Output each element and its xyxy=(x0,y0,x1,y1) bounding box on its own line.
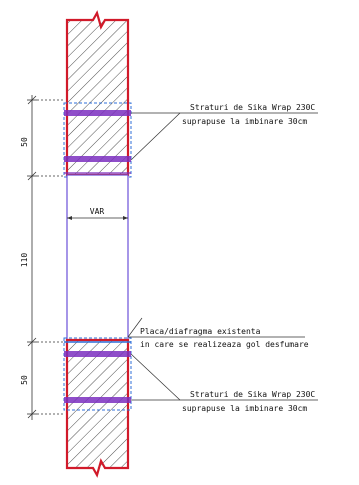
slab-label-line1: Placa/diafragma existenta xyxy=(140,327,261,336)
dimension-middle: 110 xyxy=(20,253,29,268)
top-wrap-band-1 xyxy=(64,110,131,116)
slab-label-line2: in care se realizeaza gol desfumare xyxy=(140,340,309,349)
top-wall-segment xyxy=(63,10,132,178)
wrap-bottom-label-line1: Straturi de Sika Wrap 230C xyxy=(190,390,315,399)
dimension-top: 50 xyxy=(20,137,29,147)
bottom-wrap-band-2 xyxy=(64,397,131,403)
top-wall-outline xyxy=(65,10,130,177)
top-slab-outline xyxy=(63,102,132,178)
vertical-dimension-chain xyxy=(27,95,64,420)
opening-width-label: VAR xyxy=(90,207,105,216)
top-wrap-band-2 xyxy=(64,156,131,162)
bottom-wall-segment xyxy=(63,337,132,478)
smoke-vent-opening xyxy=(66,174,129,341)
wrap-bottom-label-line2: suprapuse la imbinare 30cm xyxy=(182,404,307,413)
bottom-wall-outline xyxy=(65,338,130,478)
leader-slab xyxy=(127,317,305,338)
leader-wrap-top xyxy=(130,112,318,161)
leader-wrap-bottom xyxy=(130,353,318,401)
bottom-slab-outline xyxy=(63,337,132,411)
bottom-wrap-band-1 xyxy=(64,351,131,357)
dimension-bottom: 50 xyxy=(20,375,29,385)
wrap-top-label-line1: Straturi de Sika Wrap 230C xyxy=(190,103,315,112)
wrap-top-label-line2: suprapuse la imbinare 30cm xyxy=(182,117,307,126)
